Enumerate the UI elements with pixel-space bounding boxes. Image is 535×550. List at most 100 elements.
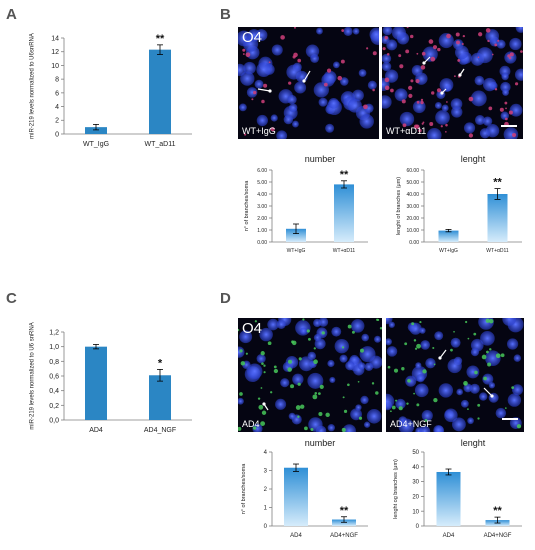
y-tick-label: 1,0 <box>49 344 59 351</box>
nucleus <box>329 376 336 383</box>
nucleus <box>256 354 266 364</box>
x-tick-label: WT+IgG <box>287 248 306 254</box>
stain-dot <box>252 426 257 430</box>
stain-dot <box>319 384 324 389</box>
nucleus <box>467 417 474 425</box>
nucleus <box>280 378 290 388</box>
stain-dot <box>437 47 441 52</box>
stain-dot <box>477 403 481 407</box>
stain-dot <box>307 337 311 341</box>
stain-dot <box>465 320 468 324</box>
panel-label-a: A <box>6 6 17 23</box>
bar <box>85 346 107 420</box>
stain-dot <box>263 364 266 367</box>
stain-dot <box>485 28 491 33</box>
nucleus <box>474 115 485 126</box>
stain-dot <box>410 79 414 83</box>
nucleus <box>411 65 423 76</box>
nucleus <box>500 111 510 120</box>
micrograph-b-igg-image <box>238 27 379 139</box>
arrow-head <box>438 356 442 360</box>
stain-dot <box>474 370 478 375</box>
nucleus <box>252 423 263 432</box>
y-tick-label: 1.00 <box>257 228 267 234</box>
stain-dot <box>413 124 419 129</box>
stain-dot <box>263 83 268 88</box>
nucleus <box>480 331 495 346</box>
stain-dot <box>511 386 515 390</box>
stain-dot <box>402 123 407 128</box>
nucleus <box>327 424 335 432</box>
nucleus <box>254 79 264 89</box>
stain-dot <box>499 107 504 112</box>
panel-label-b: B <box>220 6 231 23</box>
nucleus <box>339 354 348 363</box>
chart-a-mir219-levels: 0 2 4 6 8 10 12 14 miR-219 levels normalized to … <box>30 33 192 148</box>
nucleus <box>382 95 392 109</box>
nucleus <box>288 103 298 112</box>
stain-dot <box>375 391 379 395</box>
stain-dot <box>242 53 245 55</box>
nucleus <box>509 37 522 51</box>
stain-dot <box>294 27 296 29</box>
stain-dot <box>366 47 369 50</box>
stain-dot <box>420 100 424 105</box>
marker-label: O4 <box>242 29 263 46</box>
nucleus <box>425 357 436 369</box>
nucleus <box>434 331 444 341</box>
y-tick-label: 40 <box>412 465 419 471</box>
stain-dot <box>428 39 434 44</box>
nucleus <box>364 362 374 372</box>
stain-dot <box>416 343 421 349</box>
nucleus <box>359 114 374 129</box>
nucleus <box>247 29 261 42</box>
micrograph-d-ad4: O4 AD4 <box>238 318 382 432</box>
stain-dot <box>495 353 501 359</box>
nucleus <box>495 407 507 419</box>
nucleus <box>332 61 340 69</box>
y-tick-label: 3 <box>264 469 268 475</box>
stain-dot <box>387 365 391 369</box>
stain-dot <box>386 52 390 56</box>
stain-dot <box>343 409 348 414</box>
y-tick-label: 0,0 <box>49 417 59 424</box>
stain-dot <box>468 133 474 138</box>
stain-dot <box>418 128 422 133</box>
micrograph-d-ngf-image <box>386 318 524 432</box>
y-tick-label: 0 <box>55 131 59 138</box>
micrograph-b-ad11-image <box>382 27 523 139</box>
bar <box>436 471 461 526</box>
stain-dot <box>507 54 511 58</box>
stain-dot <box>422 369 427 374</box>
stain-dot <box>505 107 507 110</box>
nucleus <box>358 362 366 370</box>
stain-dot <box>393 368 399 373</box>
stain-dot <box>254 320 257 323</box>
stain-dot <box>432 45 438 50</box>
nucleus <box>328 97 340 109</box>
nucleus <box>470 347 480 357</box>
nucleus <box>300 327 307 335</box>
stain-dot <box>357 380 360 383</box>
x-tick-label: WT+IgG <box>439 248 458 254</box>
nucleus <box>451 106 463 118</box>
stain-dot <box>478 32 483 37</box>
nucleus <box>366 408 382 424</box>
nucleus <box>352 27 360 35</box>
stain-dot <box>347 324 352 329</box>
y-tick-label: 8 <box>55 77 59 84</box>
stain-dot <box>461 42 464 46</box>
chart-d-branch-number: number 0 1 2 3 4 n° of branches/soma AD4 ** AD4+N… <box>241 438 368 539</box>
y-tick-label: 14 <box>51 35 59 42</box>
y-axis-label: n° of branches/soma <box>244 180 250 231</box>
panel-label-c: C <box>6 290 17 307</box>
y-tick-label: 10.00 <box>406 228 419 234</box>
stain-dot <box>326 68 332 73</box>
stain-dot <box>290 384 295 389</box>
nucleus <box>450 337 461 348</box>
nucleus <box>438 383 454 398</box>
stain-dot <box>509 52 514 57</box>
stain-dot <box>446 101 448 103</box>
nucleus <box>398 418 415 432</box>
stain-dot <box>398 406 403 411</box>
